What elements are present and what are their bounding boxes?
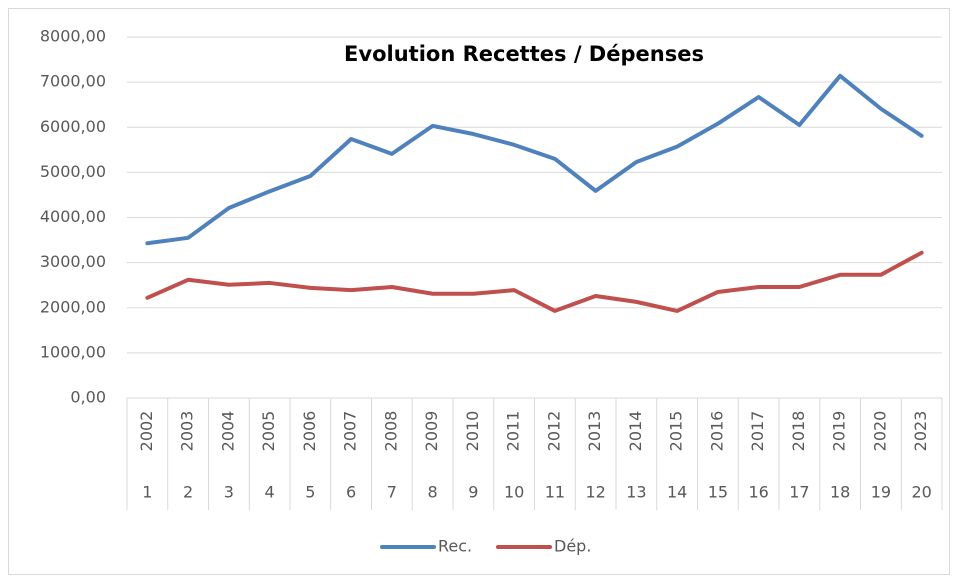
y-tick-label: 3000,00 (40, 252, 106, 271)
series-line (145, 250, 924, 313)
x-tick-label: 2013 (585, 411, 604, 452)
series-line (145, 73, 924, 246)
y-tick-label: 0,00 (70, 388, 106, 407)
x-group-label: 11 (545, 483, 565, 502)
y-tick-label: 1000,00 (40, 342, 106, 361)
x-group-label: 3 (224, 483, 234, 502)
chart-title: Evolution Recettes / Dépenses (344, 42, 704, 66)
x-group-label: 2 (183, 483, 193, 502)
x-tick-label: 2005 (259, 411, 278, 452)
x-tick-label: 2011 (504, 411, 523, 452)
x-group-label: 16 (748, 483, 768, 502)
x-tick-label: 2004 (218, 411, 237, 452)
y-tick-label: 5000,00 (40, 162, 106, 181)
x-group-label: 6 (346, 483, 356, 502)
x-group-label: 12 (585, 483, 605, 502)
x-tick-label: 2016 (707, 411, 726, 452)
legend-label: Rec. (438, 537, 472, 556)
y-tick-label: 7000,00 (40, 72, 106, 91)
y-tick-label: 2000,00 (40, 297, 106, 316)
x-group-label: 5 (305, 483, 315, 502)
x-group-label: 20 (911, 483, 931, 502)
x-group-label: 9 (468, 483, 478, 502)
x-group-label: 14 (667, 483, 687, 502)
y-tick-label: 8000,00 (40, 27, 106, 46)
x-tick-label: 2014 (626, 411, 645, 452)
x-group-label: 19 (871, 483, 891, 502)
x-tick-label: 2012 (544, 411, 563, 452)
x-tick-label: 2019 (830, 411, 849, 452)
x-group-label: 4 (265, 483, 275, 502)
x-group-label: 1 (142, 483, 152, 502)
x-tick-label: 2020 (870, 411, 889, 452)
x-tick-label: 2017 (748, 411, 767, 452)
x-group-label: 10 (504, 483, 524, 502)
x-group-label: 8 (428, 483, 438, 502)
x-group-label: 18 (830, 483, 850, 502)
x-group-label: 7 (387, 483, 397, 502)
x-tick-label: 2015 (667, 411, 686, 452)
x-tick-label: 2007 (341, 411, 360, 452)
x-group-label: 17 (789, 483, 809, 502)
x-tick-label: 2018 (789, 411, 808, 452)
x-tick-label: 2006 (300, 411, 319, 452)
x-tick-label: 2003 (178, 411, 197, 452)
x-tick-label: 2008 (381, 411, 400, 452)
x-group-label: 13 (626, 483, 646, 502)
x-tick-label: 2023 (911, 411, 930, 452)
legend-label: Dép. (554, 537, 591, 556)
x-tick-label: 2002 (137, 411, 156, 452)
y-tick-label: 4000,00 (40, 207, 106, 226)
x-group-label: 15 (708, 483, 728, 502)
x-tick-label: 2009 (422, 411, 441, 452)
x-tick-label: 2010 (463, 411, 482, 452)
y-tick-label: 6000,00 (40, 117, 106, 136)
